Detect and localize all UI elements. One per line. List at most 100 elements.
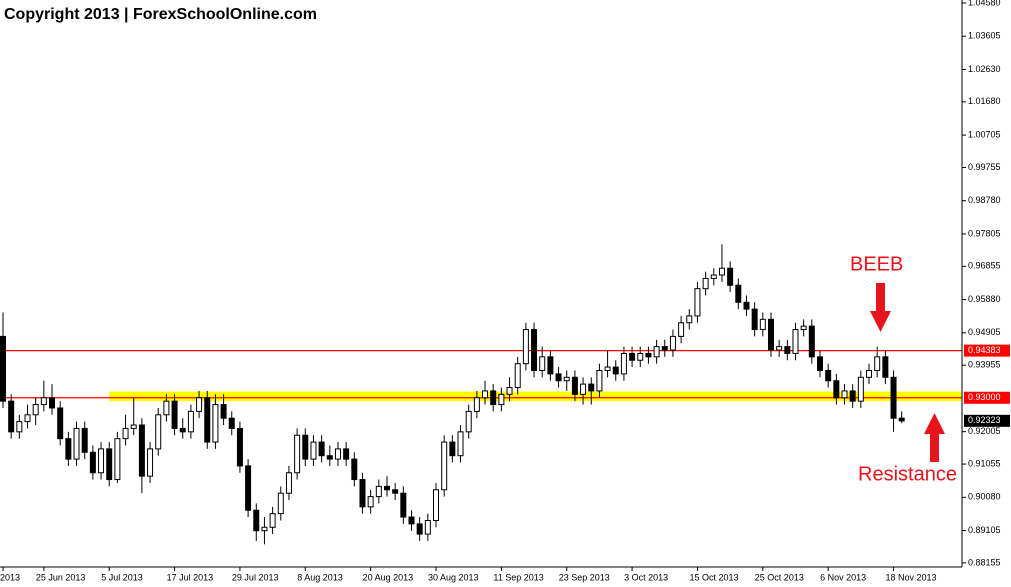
candle-body [106, 448, 113, 481]
arrow [870, 283, 891, 332]
y-tick-label: 1.01680 [968, 96, 1001, 106]
candle-body [653, 346, 660, 358]
candle-body [269, 513, 276, 528]
x-tick-label: 3 Oct 2013 [624, 572, 668, 582]
candle-body [220, 404, 227, 419]
candle-body [555, 373, 562, 382]
candle-body [629, 352, 636, 361]
candle-body [686, 315, 693, 324]
candle-body [408, 516, 415, 525]
candle-body [604, 366, 611, 371]
candle-body [318, 441, 325, 457]
candle-body [882, 356, 889, 378]
x-tick-label: 30 Aug 2013 [428, 572, 479, 582]
candle-body [784, 346, 791, 354]
candle-body [433, 489, 440, 521]
candle-body [122, 427, 129, 440]
candle-body [351, 458, 358, 481]
candle-body [114, 438, 121, 481]
candle-body [490, 390, 497, 406]
candle-body [588, 383, 595, 392]
candle-body [776, 346, 783, 351]
candle-body [669, 335, 676, 351]
plot-area [0, 0, 962, 567]
x-tick-label: 8 Aug 2013 [297, 572, 343, 582]
candle-body [147, 448, 154, 477]
candle-body [253, 509, 260, 532]
x-tick-label: 18 Nov 2013 [886, 572, 937, 582]
y-tick-label: 0.90080 [968, 492, 1001, 502]
candle-body [261, 526, 268, 532]
x-tick-label: 25 Oct 2013 [755, 572, 804, 582]
x-tick-label: 23 Sep 2013 [559, 572, 610, 582]
x-tick-label: 17 Jul 2013 [167, 572, 214, 582]
candle-body [539, 356, 546, 371]
candle-body [334, 448, 341, 460]
candle-body [65, 438, 72, 460]
candle-body [343, 448, 350, 460]
candle-body [40, 397, 47, 406]
candle-body [400, 492, 407, 518]
candle-body [89, 451, 96, 474]
candle-body [204, 397, 211, 443]
zone [109, 391, 962, 402]
x-tick-label: 29 Jul 2013 [232, 572, 279, 582]
candle-body [743, 301, 750, 310]
candle-body [16, 421, 23, 433]
candle-body [571, 376, 578, 395]
y-tick-label: 0.91055 [968, 458, 1001, 468]
candle-body [678, 322, 685, 337]
candle-body [817, 356, 823, 371]
candle-body [841, 390, 848, 399]
candle-body [531, 329, 538, 371]
arrow [924, 413, 945, 462]
candle-body [473, 397, 480, 412]
candle-body [792, 329, 799, 354]
candle-body [849, 390, 856, 402]
x-tick-label: 20 Aug 2013 [363, 572, 414, 582]
candle-body [98, 448, 105, 474]
candle-body [735, 284, 742, 303]
y-tick-label: 1.00705 [968, 129, 1001, 139]
candle-body [81, 427, 88, 453]
level-label-bg [964, 391, 1010, 404]
candle-body [359, 479, 366, 508]
y-tick-label: 0.92005 [968, 426, 1001, 436]
y-tick-label: 1.03605 [968, 31, 1001, 41]
candle-body [138, 424, 145, 477]
candle-body [302, 434, 309, 460]
y-tick-label: 0.95880 [968, 294, 1001, 304]
candle-body [506, 387, 513, 395]
candle-body [759, 318, 766, 331]
candle-body [866, 369, 873, 378]
candle-body [449, 441, 456, 457]
candle-body [424, 519, 431, 535]
candle-body [661, 346, 668, 351]
candle-body [890, 376, 897, 419]
candle-body [294, 434, 301, 474]
candle-body [196, 397, 203, 412]
candle-body [718, 267, 725, 276]
candle-body [24, 414, 31, 423]
x-tick-label: 11 Sep 2013 [493, 572, 543, 582]
candle-body [710, 274, 717, 279]
candle-body [228, 417, 235, 429]
candle-body [8, 400, 15, 433]
y-tick-label: 0.93955 [968, 360, 1001, 370]
candle-body [620, 352, 627, 375]
candle-body [808, 325, 815, 358]
candle-body [833, 380, 840, 399]
candle-body [612, 366, 619, 375]
y-tick-label: 1.04580 [968, 0, 1001, 7]
candle-body [392, 489, 399, 494]
x-tick-label: 2013 [0, 572, 20, 582]
candle-body [179, 427, 186, 433]
last-price-label: 0.92323 [968, 415, 1001, 425]
candle-body [645, 352, 652, 358]
candle-body [187, 410, 194, 433]
candle-body [375, 485, 382, 498]
candle-body [457, 431, 464, 457]
candle-body [563, 376, 570, 382]
candle-body [767, 318, 774, 351]
